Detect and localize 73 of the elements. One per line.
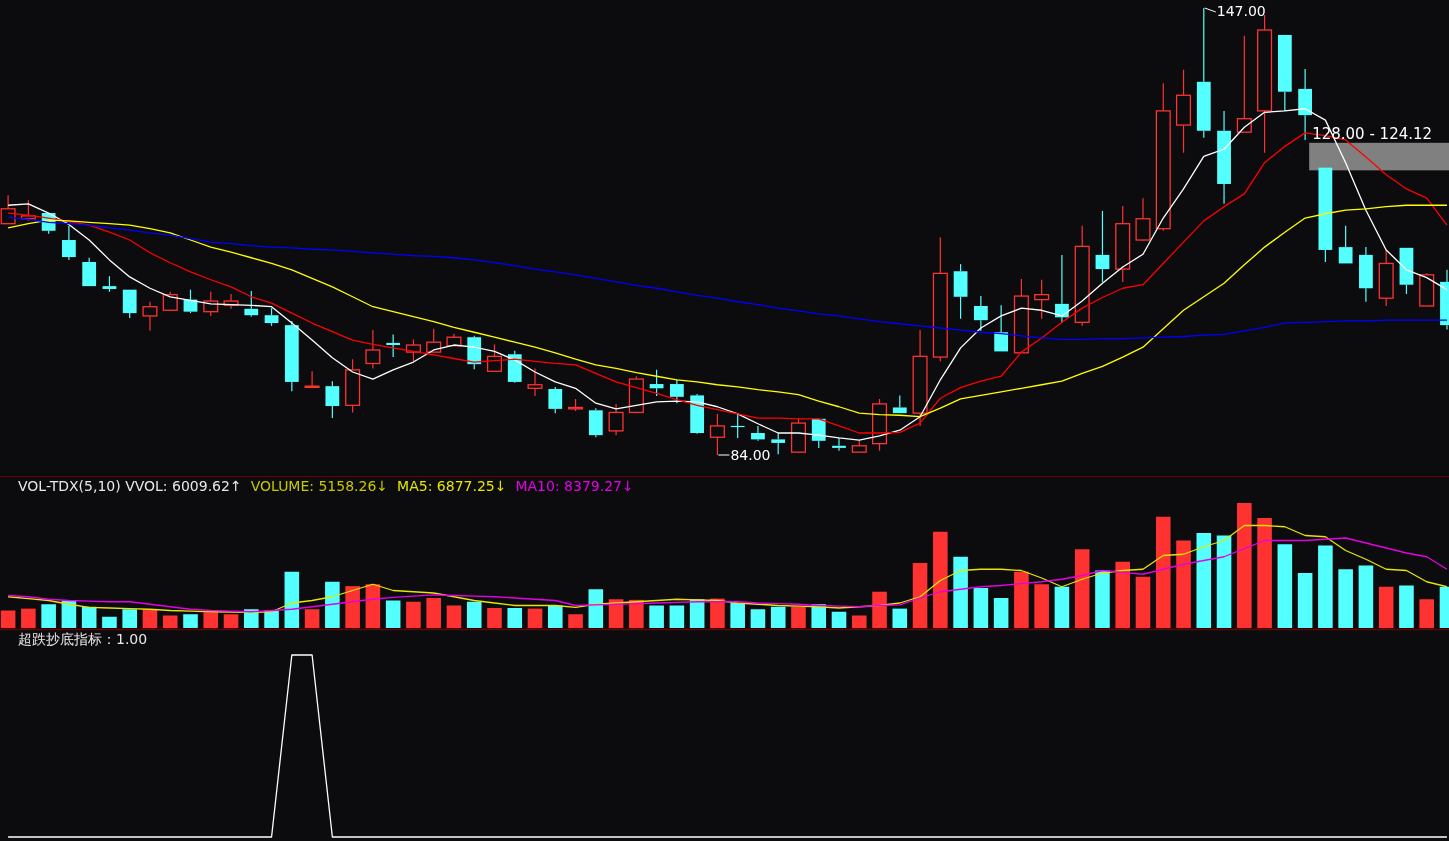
annotation: 147.00: [1216, 3, 1266, 19]
bar: [61, 600, 77, 628]
text: VOLUME: 5158.26↓: [250, 478, 389, 494]
bar: [1054, 586, 1070, 628]
bar: [1074, 549, 1090, 628]
bar: [487, 608, 502, 628]
bar: [872, 591, 887, 628]
bar: [892, 608, 908, 628]
bar: [1115, 561, 1131, 628]
bar: [1196, 533, 1212, 628]
bar: [1297, 573, 1313, 628]
bar: [203, 612, 219, 628]
text: MA10: 8379.27↓: [515, 478, 634, 494]
bar: [730, 603, 745, 628]
bar: [304, 609, 320, 628]
bar: [81, 606, 97, 628]
bar: [1095, 570, 1110, 628]
bar: [993, 598, 1009, 628]
bar: [1419, 599, 1434, 628]
bar: [649, 605, 664, 628]
bar: [710, 598, 725, 628]
bar: [406, 601, 421, 628]
bar: [1277, 544, 1293, 628]
bar: [1338, 569, 1353, 628]
bar: [1014, 571, 1029, 628]
bar: [122, 609, 137, 628]
bar: [426, 598, 441, 628]
bar: [1176, 540, 1191, 628]
bar: [1318, 545, 1333, 628]
bar: [446, 605, 462, 628]
chart-title: VOL-TDX(5,10) VVOL: 6009.62↑: [18, 478, 242, 494]
bar: [527, 608, 543, 628]
bar: [973, 588, 989, 628]
bar: [1216, 535, 1232, 628]
bar: [912, 563, 928, 628]
bar: [223, 614, 239, 628]
bar: [102, 616, 117, 628]
text: MA5: 6877.25↓: [397, 478, 507, 494]
bar: [568, 614, 583, 628]
bar: [933, 531, 948, 628]
bar: [345, 586, 360, 628]
bar: [1237, 503, 1252, 628]
bar: [1358, 565, 1374, 628]
bar: [1034, 584, 1049, 628]
bar: [325, 581, 340, 628]
bar: [669, 605, 685, 628]
bar: [385, 600, 401, 628]
bar: [1257, 518, 1272, 628]
bar: [41, 604, 56, 628]
bar: [547, 605, 563, 628]
chart-title: 超跌抄底指标：1.00: [18, 631, 148, 647]
bar: [791, 606, 806, 628]
bar: [851, 615, 867, 628]
bar: [770, 606, 786, 628]
bar: [365, 584, 381, 628]
bar: [466, 601, 482, 628]
bar: [953, 556, 968, 628]
bar: [750, 609, 766, 628]
bar: [507, 608, 523, 628]
bar: [0, 610, 16, 628]
bar: [1135, 576, 1151, 628]
bar: [588, 589, 604, 628]
bar: [21, 608, 36, 628]
bar: [831, 611, 847, 628]
bar: [1155, 516, 1171, 628]
annotation: 84.00: [730, 447, 771, 463]
bar: [629, 599, 644, 628]
bar: [284, 571, 300, 628]
bar: [1378, 586, 1394, 628]
bar: [142, 609, 158, 628]
bar: [162, 615, 178, 628]
bar: [1399, 585, 1414, 628]
bar: [183, 614, 198, 628]
